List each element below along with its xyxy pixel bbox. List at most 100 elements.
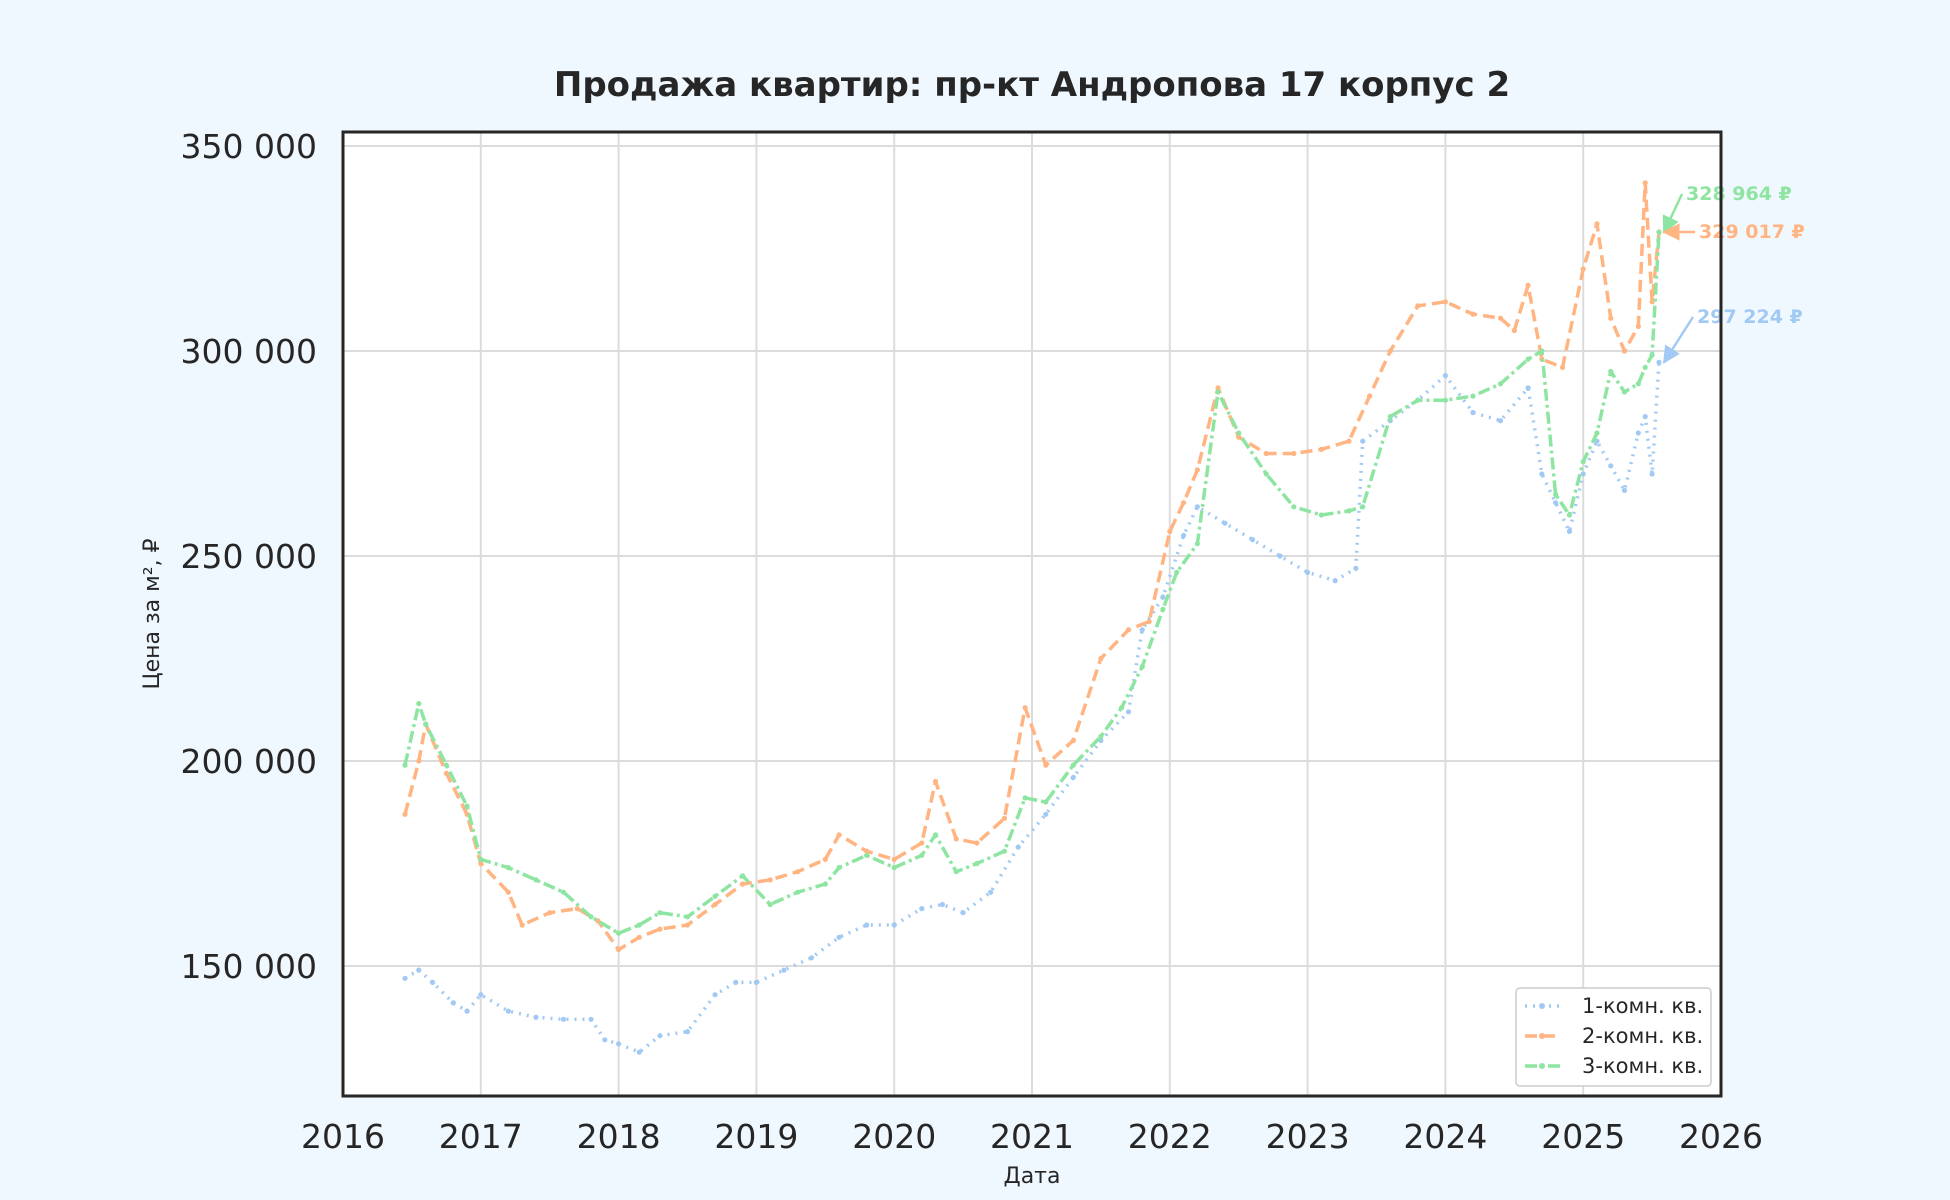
y-axis-ticks: 150 000 200 000 250 000 300 000 350 000 bbox=[181, 127, 317, 986]
data-point bbox=[1043, 799, 1049, 805]
data-point bbox=[891, 922, 897, 928]
data-point bbox=[1553, 500, 1559, 506]
x-tick-label: 2017 bbox=[439, 1117, 523, 1156]
data-point bbox=[1353, 565, 1359, 571]
data-point bbox=[1160, 594, 1166, 600]
data-point bbox=[1566, 528, 1573, 535]
data-point bbox=[1635, 430, 1641, 436]
data-point bbox=[1139, 627, 1145, 633]
legend-label: 3-комн. кв. bbox=[1582, 1054, 1703, 1078]
legend: 1-комн. кв. 2-комн. кв. 3-комн. кв. bbox=[1515, 987, 1712, 1087]
data-point bbox=[1318, 446, 1324, 452]
data-point bbox=[1098, 733, 1104, 740]
data-point bbox=[1160, 606, 1166, 612]
data-point bbox=[740, 873, 746, 879]
data-point bbox=[1621, 389, 1628, 395]
data-point bbox=[560, 1016, 567, 1022]
data-point bbox=[974, 840, 980, 846]
data-point bbox=[588, 1016, 594, 1022]
data-point bbox=[864, 922, 870, 928]
data-point bbox=[795, 869, 801, 875]
annotation-label: 329 017 ₽ bbox=[1699, 221, 1805, 243]
data-point bbox=[1635, 323, 1641, 329]
data-point bbox=[1125, 627, 1132, 633]
data-point bbox=[1566, 512, 1573, 518]
y-tick-label: 200 000 bbox=[181, 742, 317, 781]
annotation-arrow bbox=[1662, 316, 1695, 364]
data-point bbox=[808, 955, 815, 961]
data-point bbox=[753, 979, 760, 986]
data-point bbox=[657, 926, 663, 932]
data-point bbox=[1553, 491, 1559, 498]
data-point bbox=[1236, 434, 1242, 440]
data-point bbox=[1497, 315, 1504, 321]
data-point bbox=[1346, 438, 1352, 444]
data-point bbox=[1070, 774, 1076, 781]
data-point bbox=[1656, 359, 1662, 365]
data-point bbox=[1642, 414, 1648, 420]
data-point bbox=[478, 860, 484, 867]
data-point bbox=[574, 906, 580, 912]
data-point bbox=[1580, 459, 1586, 465]
x-tick-label: 2019 bbox=[714, 1117, 798, 1156]
data-point bbox=[684, 922, 691, 928]
data-point bbox=[1415, 397, 1421, 403]
data-point bbox=[1263, 471, 1269, 477]
data-point bbox=[953, 869, 959, 875]
data-point bbox=[864, 848, 870, 854]
data-point bbox=[1442, 373, 1448, 379]
data-point bbox=[1070, 737, 1076, 744]
data-point bbox=[1043, 762, 1049, 768]
data-point bbox=[636, 934, 642, 940]
data-point bbox=[1291, 504, 1297, 510]
data-point bbox=[478, 856, 484, 863]
data-point bbox=[1125, 709, 1132, 715]
data-point bbox=[919, 840, 925, 846]
data-point bbox=[767, 877, 773, 883]
data-point bbox=[1497, 381, 1504, 387]
data-point bbox=[1642, 180, 1648, 186]
data-point bbox=[416, 967, 422, 973]
data-point bbox=[1180, 500, 1187, 506]
x-tick-label: 2016 bbox=[301, 1117, 385, 1156]
data-point bbox=[1291, 450, 1297, 457]
data-point bbox=[1022, 795, 1028, 801]
data-point bbox=[402, 975, 408, 981]
data-point bbox=[1621, 348, 1628, 354]
data-point bbox=[533, 877, 539, 883]
series-line bbox=[403, 232, 1661, 935]
data-point bbox=[416, 758, 422, 764]
data-point bbox=[1194, 504, 1200, 510]
data-point bbox=[560, 889, 567, 895]
grid bbox=[343, 132, 1721, 1096]
y-tick-label: 150 000 bbox=[181, 947, 317, 986]
data-point bbox=[1539, 348, 1545, 354]
data-point bbox=[443, 770, 449, 776]
legend-marker bbox=[1539, 1063, 1545, 1069]
data-point bbox=[402, 762, 408, 768]
plot-frame bbox=[341, 130, 1723, 1098]
data-point bbox=[1621, 487, 1628, 493]
data-point bbox=[1635, 381, 1641, 387]
data-point bbox=[1098, 655, 1104, 662]
y-tick-label: 300 000 bbox=[181, 332, 317, 371]
data-point bbox=[1139, 664, 1145, 670]
data-point bbox=[712, 901, 718, 908]
data-point bbox=[1022, 705, 1028, 711]
data-point bbox=[547, 910, 553, 916]
data-point bbox=[1318, 512, 1324, 518]
data-point bbox=[953, 836, 959, 842]
data-point bbox=[402, 811, 408, 817]
data-point bbox=[1332, 578, 1338, 584]
data-point bbox=[1642, 364, 1648, 370]
data-point bbox=[519, 922, 525, 928]
data-point bbox=[932, 832, 939, 838]
x-tick-label: 2018 bbox=[577, 1117, 661, 1156]
x-tick-label: 2025 bbox=[1541, 1117, 1625, 1156]
data-point bbox=[939, 901, 946, 908]
data-point bbox=[429, 979, 436, 986]
y-tick-label: 350 000 bbox=[181, 127, 317, 166]
data-point bbox=[1559, 364, 1566, 370]
data-point bbox=[616, 930, 622, 936]
data-point bbox=[1167, 528, 1173, 535]
